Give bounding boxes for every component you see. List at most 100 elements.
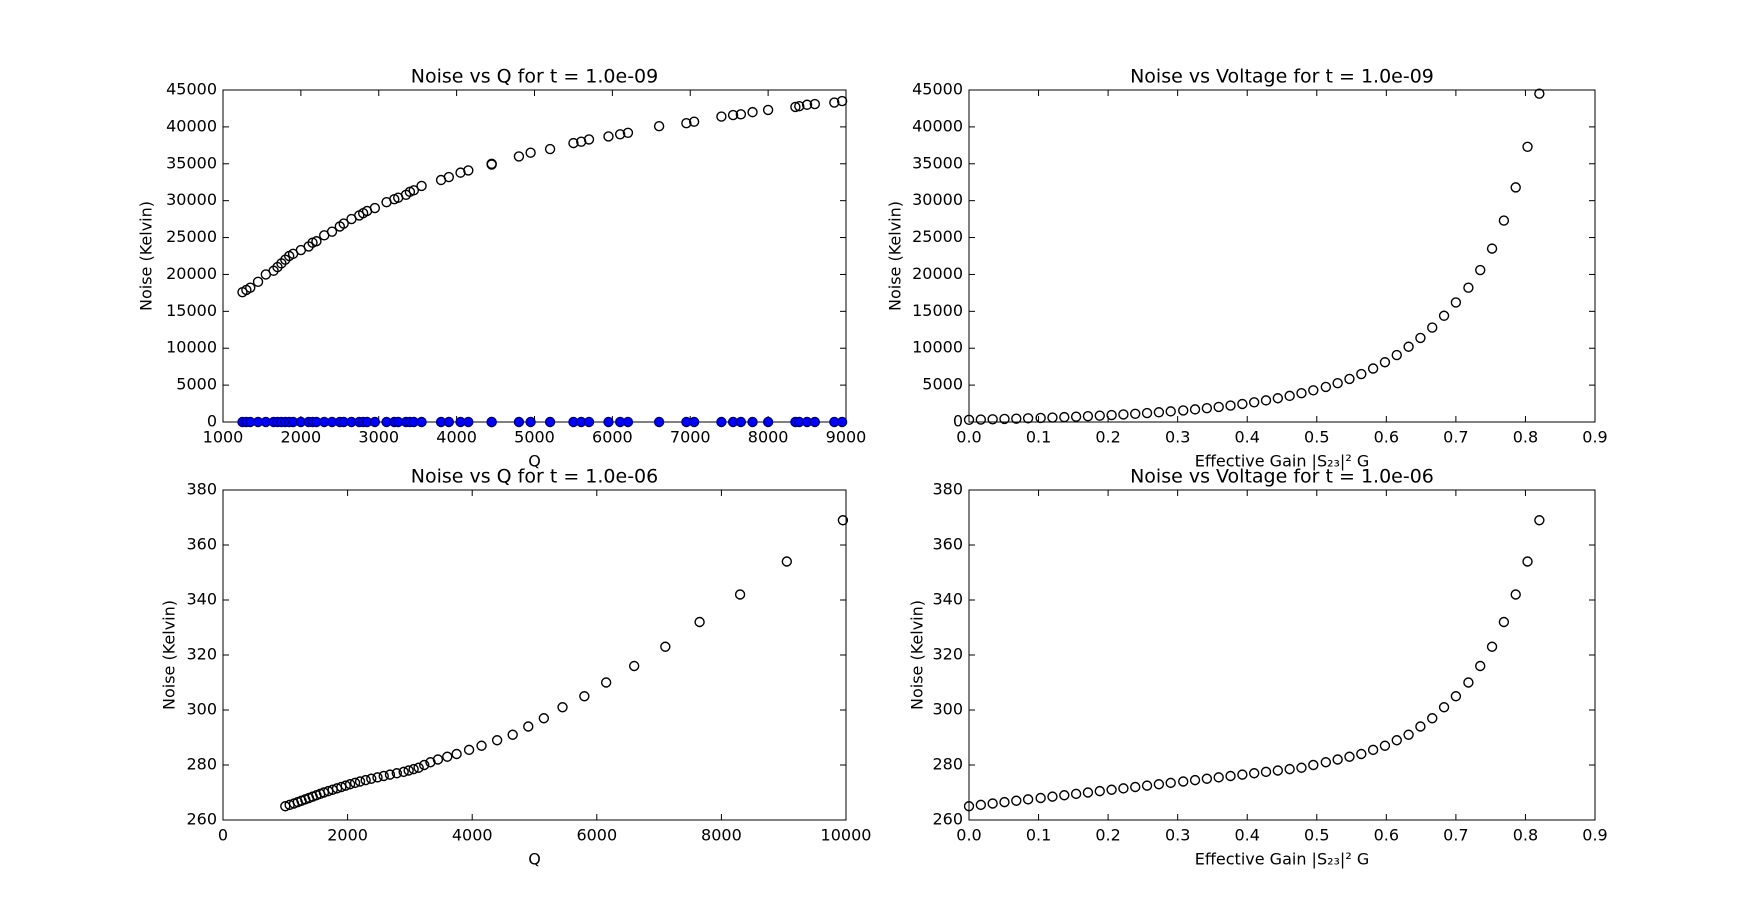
data-point bbox=[1308, 385, 1319, 396]
data-point bbox=[538, 713, 550, 724]
data-point bbox=[836, 416, 848, 428]
data-point bbox=[442, 751, 453, 762]
data-point bbox=[443, 171, 455, 183]
data-point bbox=[1356, 748, 1367, 760]
y-axis-label: Noise (Kelvin) bbox=[137, 201, 156, 311]
y-tick-label: 30000 bbox=[912, 190, 963, 209]
y-tick-label: 35000 bbox=[166, 153, 217, 172]
data-point bbox=[491, 735, 503, 746]
data-point bbox=[1178, 776, 1189, 787]
y-tick-label: 280 bbox=[932, 755, 963, 774]
data-point bbox=[809, 98, 821, 110]
data-point bbox=[525, 416, 536, 428]
data-point bbox=[583, 134, 595, 145]
data-point bbox=[1344, 751, 1355, 762]
data-point bbox=[463, 165, 474, 176]
data-point bbox=[628, 660, 640, 672]
data-point bbox=[1082, 787, 1094, 798]
data-point bbox=[1022, 794, 1034, 805]
data-point bbox=[1035, 792, 1046, 804]
x-tick-label: 1000 bbox=[203, 428, 244, 447]
data-point bbox=[747, 106, 758, 118]
plot-frame bbox=[968, 489, 1596, 821]
data-point bbox=[1213, 401, 1224, 413]
x-tick-label: 0.6 bbox=[1374, 428, 1399, 447]
data-point bbox=[781, 556, 793, 567]
x-axis-label: Effective Gain |S₂₃|² G bbox=[1195, 452, 1369, 471]
y-tick-label: 300 bbox=[186, 700, 217, 719]
x-tick-label: 0.9 bbox=[1582, 428, 1607, 447]
data-point bbox=[338, 218, 349, 229]
data-point bbox=[311, 236, 322, 247]
data-point bbox=[1486, 243, 1498, 254]
data-point bbox=[557, 702, 568, 713]
data-point bbox=[1415, 332, 1426, 344]
data-point bbox=[1356, 368, 1367, 380]
data-point bbox=[809, 416, 821, 428]
chart-title: Noise vs Q for t = 1.0e-09 bbox=[411, 66, 658, 88]
data-point bbox=[408, 185, 419, 196]
data-point bbox=[794, 101, 805, 112]
x-tick-label: 6000 bbox=[592, 428, 633, 447]
data-point bbox=[1391, 735, 1402, 746]
data-point bbox=[419, 759, 430, 771]
data-point bbox=[1522, 141, 1533, 153]
x-tick-label: 2000 bbox=[327, 826, 368, 845]
data-point bbox=[1403, 341, 1414, 352]
x-tick-label: 5000 bbox=[514, 428, 555, 447]
x-tick-label: 0.6 bbox=[1374, 826, 1399, 845]
data-point bbox=[975, 414, 987, 425]
data-point bbox=[1225, 770, 1236, 782]
data-point bbox=[829, 97, 840, 108]
x-tick-label: 0.2 bbox=[1095, 826, 1120, 845]
data-point bbox=[568, 137, 579, 149]
data-point bbox=[476, 740, 487, 751]
chart-title: Noise vs Q for t = 1.0e-06 bbox=[411, 466, 658, 488]
data-point bbox=[1118, 409, 1129, 420]
data-point bbox=[734, 589, 746, 600]
data-point bbox=[1498, 616, 1510, 628]
data-point bbox=[716, 111, 727, 122]
y-tick-label: 5000 bbox=[922, 375, 963, 394]
y-tick-label: 45000 bbox=[166, 80, 217, 99]
data-point bbox=[579, 691, 590, 702]
data-point bbox=[1284, 390, 1295, 402]
data-point bbox=[1379, 740, 1391, 751]
data-point bbox=[1106, 409, 1117, 421]
x-tick-label: 0.7 bbox=[1443, 826, 1468, 845]
data-point bbox=[1320, 757, 1332, 768]
y-tick-label: 360 bbox=[186, 535, 217, 554]
data-point bbox=[1118, 783, 1129, 794]
data-point bbox=[790, 101, 801, 113]
data-point bbox=[1059, 790, 1070, 801]
data-point bbox=[1225, 400, 1236, 411]
data-point bbox=[416, 416, 427, 428]
x-axis-label: Q bbox=[528, 850, 541, 869]
data-point bbox=[1284, 763, 1295, 775]
x-tick-label: 0.8 bbox=[1513, 826, 1538, 845]
x-tick-label: 0.9 bbox=[1582, 826, 1607, 845]
data-point bbox=[372, 772, 383, 783]
x-tick-label: 4000 bbox=[436, 428, 477, 447]
data-point bbox=[727, 109, 739, 121]
data-point bbox=[1463, 282, 1474, 293]
x-tick-label: 8000 bbox=[748, 428, 789, 447]
data-point bbox=[1237, 769, 1248, 780]
data-point bbox=[1498, 215, 1510, 226]
data-point bbox=[1450, 297, 1462, 308]
data-point bbox=[1272, 393, 1284, 404]
data-point bbox=[525, 147, 536, 158]
data-point bbox=[432, 754, 444, 765]
data-point bbox=[987, 414, 998, 425]
data-point bbox=[716, 416, 727, 428]
data-point bbox=[1106, 784, 1117, 795]
data-point bbox=[544, 143, 556, 155]
y-tick-label: 320 bbox=[186, 645, 217, 664]
data-point bbox=[836, 95, 848, 107]
y-tick-label: 360 bbox=[932, 535, 963, 554]
data-point bbox=[1522, 556, 1533, 567]
data-point bbox=[1260, 395, 1272, 406]
x-tick-label: 2000 bbox=[281, 428, 322, 447]
data-point bbox=[1153, 779, 1165, 790]
